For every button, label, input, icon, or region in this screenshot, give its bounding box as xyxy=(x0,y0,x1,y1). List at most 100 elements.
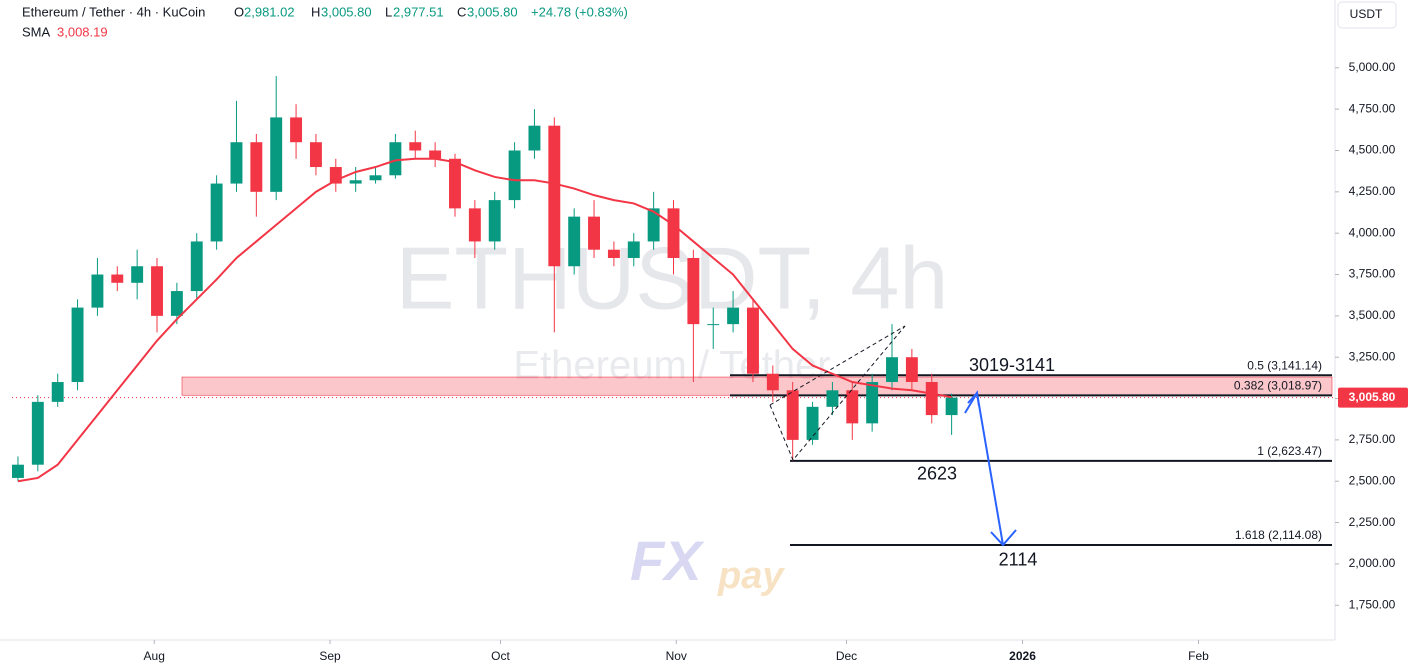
candle-body xyxy=(886,357,898,383)
y-tick-label: 3,750.00 xyxy=(1349,267,1396,281)
x-tick-label: 2026 xyxy=(1009,649,1036,663)
x-tick-label: Oct xyxy=(491,649,510,663)
candle-body xyxy=(369,175,382,181)
logo-sub: pay xyxy=(717,555,785,597)
annotation: 2623 xyxy=(917,463,957,483)
candle-body xyxy=(627,241,640,258)
candle-body xyxy=(766,373,779,391)
y-tick-label: 4,250.00 xyxy=(1349,184,1396,198)
last-price-label: 3,005.80 xyxy=(1349,390,1396,404)
candle-body xyxy=(806,406,819,440)
y-tick-label: 3,500.00 xyxy=(1349,308,1396,322)
sma-label: SMA xyxy=(22,24,51,39)
candle-body xyxy=(111,274,124,283)
legend-header: Ethereum / Tether · 4h · KuCoin O 2,981.… xyxy=(22,4,628,39)
change: +24.78 (+0.83%) xyxy=(531,4,628,19)
candle-body xyxy=(210,183,223,242)
x-tick-label: Nov xyxy=(666,649,687,663)
candle-body xyxy=(449,158,461,209)
candle-body xyxy=(31,401,44,465)
candle-body xyxy=(568,216,581,267)
zigzag xyxy=(769,325,906,461)
candle-body xyxy=(588,216,600,250)
candle-body xyxy=(12,464,24,478)
y-tick-label: 5,000.00 xyxy=(1349,60,1396,74)
candle-body xyxy=(151,266,163,316)
candle-body xyxy=(309,142,322,168)
l-value: 2,977.51 xyxy=(393,4,444,19)
candle-body xyxy=(91,274,104,308)
candle-body xyxy=(905,357,918,383)
candle-body xyxy=(270,117,283,192)
candle-body xyxy=(647,208,660,242)
arrow-head xyxy=(967,390,980,407)
resistance-zone xyxy=(181,376,1333,396)
candle-body xyxy=(389,142,402,176)
y-tick-label: 2,750.00 xyxy=(1349,432,1396,446)
candle-body xyxy=(429,150,442,159)
candle-body xyxy=(170,291,183,316)
candle-body xyxy=(71,307,84,383)
candle-body xyxy=(866,382,879,424)
candle-body xyxy=(230,142,243,184)
o-value: 2,981.02 xyxy=(244,4,295,19)
y-tick-label: 3,250.00 xyxy=(1349,349,1396,363)
candle-body xyxy=(945,397,958,416)
candle-body xyxy=(131,266,144,283)
candle-body xyxy=(349,180,362,184)
symbol: Ethereum / Tether · 4h · KuCoin xyxy=(22,4,205,19)
fib-label: 0.382 (3,018.97) xyxy=(1234,379,1322,393)
currency[interactable]: USDT xyxy=(1350,7,1383,21)
candle-body xyxy=(667,208,680,258)
candle-body xyxy=(826,390,839,407)
candle-body xyxy=(329,167,342,184)
x-tick-label: Feb xyxy=(1188,649,1209,663)
y-tick-label: 4,500.00 xyxy=(1349,143,1396,157)
y-tick-label: 1,750.00 xyxy=(1349,597,1396,611)
candle-body xyxy=(250,142,263,192)
candle-body xyxy=(488,200,501,242)
plot: 1,750.00 2,000.00 2,250.00 2,500.00 2,750.00… xyxy=(12,60,1408,663)
y-tick-label: 4,750.00 xyxy=(1349,101,1396,115)
sma-line xyxy=(17,157,952,483)
c-value: 3,005.80 xyxy=(467,4,518,19)
c-label: C xyxy=(457,4,466,19)
y-tick-label: 2,500.00 xyxy=(1349,473,1396,487)
candle-body xyxy=(687,257,700,325)
candle-body xyxy=(747,307,759,374)
fib-label: 1 (2,623.47) xyxy=(1257,444,1322,458)
candle-body xyxy=(290,117,303,143)
arrow-head xyxy=(990,529,1017,547)
x-tick-label: Sep xyxy=(319,649,341,663)
h-label: H xyxy=(311,4,320,19)
candle-body xyxy=(548,125,561,267)
o-label: O xyxy=(234,4,244,19)
candle-body xyxy=(190,241,203,292)
last-price-tag xyxy=(1338,387,1408,408)
y-tick-label: 2,000.00 xyxy=(1349,556,1396,570)
currency-button[interactable] xyxy=(1337,1,1397,29)
logo: FX xyxy=(630,529,705,592)
sma-value: 3,008.19 xyxy=(57,24,108,39)
candle-body xyxy=(707,324,720,326)
annotation: 3019-3141 xyxy=(969,355,1055,375)
h-value: 3,005.80 xyxy=(321,4,372,19)
candle-body xyxy=(528,125,541,151)
candle-body xyxy=(786,390,799,440)
candle-body xyxy=(727,307,740,325)
y-tick-label: 4,000.00 xyxy=(1349,225,1396,239)
candle-body xyxy=(508,150,521,201)
x-tick-label: Dec xyxy=(836,649,857,663)
candle-body xyxy=(607,249,620,258)
l-label: L xyxy=(385,4,392,19)
x-tick-label: Aug xyxy=(144,649,165,663)
fib-label: 0.5 (3,141.14) xyxy=(1247,358,1322,372)
y-tick-label: 2,250.00 xyxy=(1349,515,1396,529)
candle-body xyxy=(468,208,481,242)
candle-body xyxy=(409,142,422,151)
candle-body xyxy=(925,382,938,416)
candle-body xyxy=(51,382,64,402)
annotation: 2114 xyxy=(999,549,1038,569)
